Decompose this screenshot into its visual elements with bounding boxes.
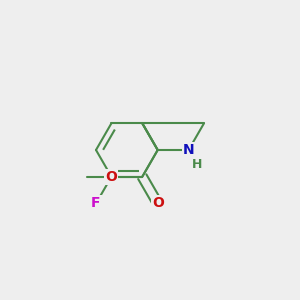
Text: O: O bbox=[152, 196, 164, 210]
Text: H: H bbox=[192, 158, 202, 171]
Text: F: F bbox=[91, 196, 101, 210]
Text: N: N bbox=[183, 143, 194, 157]
Text: O: O bbox=[106, 170, 117, 184]
